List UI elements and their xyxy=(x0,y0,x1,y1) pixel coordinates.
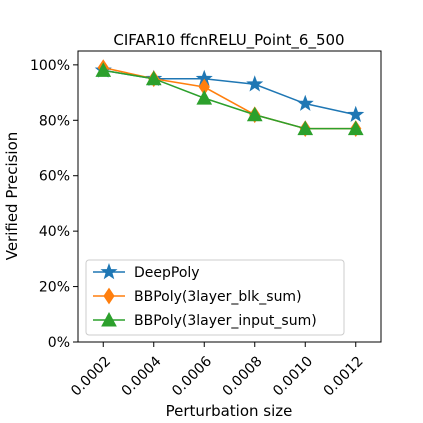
y-tick-label: 60% xyxy=(39,169,70,185)
legend-marker xyxy=(101,311,117,327)
data-point xyxy=(347,120,364,136)
plot-frame xyxy=(77,50,382,343)
series-2 xyxy=(97,59,362,138)
plot-area xyxy=(94,59,365,138)
legend-item: BBPoly(3layer_blk_sum) xyxy=(93,287,302,305)
y-tick-label: 80% xyxy=(39,113,70,129)
data-point xyxy=(246,75,264,92)
legend-marker xyxy=(100,263,118,280)
chart-title: CIFAR10 ffcnRELU_Point_6_500 xyxy=(113,31,344,50)
legend-label: BBPoly(3layer_blk_sum) xyxy=(134,289,302,305)
x-tick-label: 0.0002 xyxy=(68,354,114,400)
legend-label: BBPoly(3layer_input_sum) xyxy=(134,313,317,329)
y-tick-label: 40% xyxy=(39,224,70,240)
data-point xyxy=(145,70,162,86)
series-3 xyxy=(95,62,364,136)
legend-marker xyxy=(103,287,115,305)
data-point xyxy=(296,94,314,111)
legend-box xyxy=(85,259,345,336)
x-tick-label: 0.0008 xyxy=(220,354,266,400)
legend-item: BBPoly(3layer_input_sum) xyxy=(93,311,317,329)
legend-item: DeepPoly xyxy=(93,263,200,281)
y-tick-label: 0% xyxy=(48,335,70,351)
data-point xyxy=(246,106,263,122)
series-line xyxy=(103,69,356,130)
data-point xyxy=(196,90,213,105)
legend: DeepPoly BBPoly(3layer_blk_sum) BBPoly(3la… xyxy=(85,259,345,336)
x-tick-label: 0.0010 xyxy=(270,354,316,400)
data-point xyxy=(297,120,314,136)
data-point xyxy=(95,62,112,77)
series-1 xyxy=(94,61,365,122)
y-tick-label: 100% xyxy=(30,58,70,74)
data-point xyxy=(347,105,365,122)
x-axis: 0.0002 0.0004 0.0006 0.0008 0.0010 0.0012 xyxy=(68,342,367,400)
x-tick-label: 0.0006 xyxy=(169,353,215,399)
x-axis-label: Perturbation size xyxy=(166,402,293,420)
x-tick-label: 0.0004 xyxy=(119,353,165,399)
y-axis-label: Verified Precision xyxy=(3,132,21,261)
y-axis: 0% 20% 40% 60% 80% 100% xyxy=(30,58,78,351)
x-tick-label: 0.0012 xyxy=(321,354,367,400)
y-tick-label: 20% xyxy=(39,280,70,296)
legend-label: DeepPoly xyxy=(134,265,200,281)
